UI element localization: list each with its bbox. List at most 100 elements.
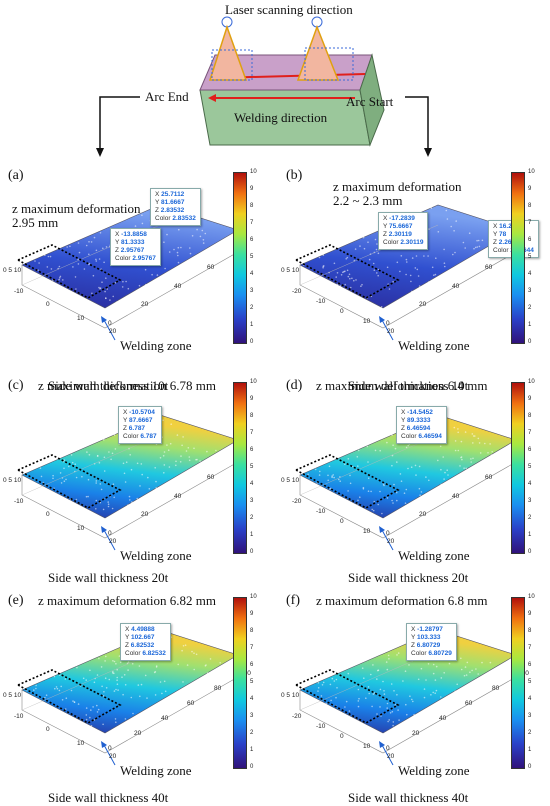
colorbar-tick-label: 1 (250, 532, 254, 538)
deformation-annotation: z maximum deformation 2.2 ~ 2.3 mm (333, 179, 462, 208)
data-tip-key: X (123, 409, 130, 416)
data-tip-key: Z (411, 642, 417, 649)
data-tip-row: Color 2.83532 (155, 215, 196, 223)
x-tick-label: 10 (363, 743, 371, 750)
data-tip-key: Color (411, 650, 429, 657)
y-tick-label: 40 (161, 715, 169, 722)
data-tip: X -13.8858 Y 81.3333 Z 2.95767 Color 2.9576… (110, 228, 161, 266)
colorbar-tick-label: 2 (528, 515, 532, 521)
colorbar-tick-label: 4 (250, 271, 254, 277)
data-tip-value: 6.46594 (418, 433, 442, 440)
z-axis-ticks: 0 5 10 (281, 267, 300, 274)
data-tip-value: 2.95767 (120, 247, 145, 254)
colorbar-tick-label: 7 (250, 645, 254, 651)
colorbar-tick-label: 5 (528, 464, 532, 470)
panel-letter: (f) (286, 593, 300, 608)
colorbar-tick-label: 9 (528, 396, 532, 402)
arc-end-label: Arc End (145, 89, 189, 104)
y-tick-label: 40 (452, 493, 460, 500)
panel-caption: Side wall thickness 20t (348, 570, 469, 585)
y-tick-label: 60 (187, 700, 195, 707)
welding-zone-box (294, 669, 400, 724)
y-tick-label: 60 (465, 700, 473, 707)
x-tick-label: 20 (109, 538, 117, 545)
colorbar-tick-label: 10 (250, 169, 257, 175)
colorbar-tick-label: 8 (250, 413, 254, 419)
x-tick-label: 10 (77, 315, 85, 322)
x-tick-label: -10 (316, 723, 326, 730)
data-tip: X -1.28797 Y 103.333 Z 6.80729 Color 6.8072… (406, 623, 457, 661)
data-tip-value: 103.333 (417, 634, 441, 641)
panel-f: (f)0 5 10-20-1001020020406080100z maximu… (278, 585, 550, 805)
data-tip-row: Y 103.333 (411, 634, 452, 642)
colorbar-tick-label: 3 (250, 713, 254, 719)
colorbar-tick-label: 4 (250, 696, 254, 702)
data-tip-key: Z (123, 425, 129, 432)
colorbar-tick-label: 3 (528, 288, 532, 294)
panel-letter: (e) (8, 593, 24, 608)
data-tip-key: X (383, 215, 390, 222)
welding-zone-label: Welding zone (120, 338, 192, 353)
colorbar-tick-label: 9 (528, 186, 532, 192)
welding-zone-box (16, 454, 122, 509)
data-tip-row: Color 6.46594 (401, 433, 442, 441)
data-tip-key: Y (125, 634, 132, 641)
panel-letter: (a) (8, 168, 24, 183)
colorbar-tick-label: 8 (528, 203, 532, 209)
colorbar-tick-label: 5 (528, 254, 532, 260)
data-tip-key: Color (123, 433, 141, 440)
x-tick-label: 0 (340, 733, 344, 740)
colorbar-tick-label: 10 (250, 594, 257, 600)
y-tick-label: 40 (452, 283, 460, 290)
colorbar-tick-label: 4 (250, 481, 254, 487)
data-tip-key: Color (125, 650, 143, 657)
colorbar-tick-label: 7 (250, 430, 254, 436)
x-tick-label: 10 (77, 525, 85, 532)
x-tick-label: 0 (46, 301, 50, 308)
y-tick-label: 80 (492, 685, 500, 692)
data-tip-key: Z (125, 642, 131, 649)
x-tick-label: 0 (340, 518, 344, 525)
z-axis-ticks: 0 5 10 (3, 267, 22, 274)
data-tip-value: 2.95767 (132, 255, 156, 262)
data-tip-row: Color 6.787 (123, 433, 157, 441)
colorbar-tick-label: 1 (250, 322, 254, 328)
data-tip-key: Y (123, 417, 130, 424)
colorbar-tick-label: 1 (250, 747, 254, 753)
welding-zone-box (294, 454, 400, 509)
data-tip-row: Y 87.6667 (123, 417, 157, 425)
x-tick-label: 20 (109, 328, 117, 335)
data-tip-value: -13.8858 (121, 231, 147, 238)
x-tick-label: -10 (316, 508, 326, 515)
colorbar-tick-label: 6 (528, 237, 532, 243)
data-tip-row: Color 6.80729 (411, 650, 452, 658)
colorbar-tick-label: 9 (250, 396, 254, 402)
data-tip-value: 81.3333 (121, 239, 145, 246)
data-tip-key: X (411, 626, 418, 633)
y-tick-label: 60 (207, 474, 215, 481)
x-tick-label: 0 (46, 511, 50, 518)
z-axis-ticks: 0 5 10 (3, 692, 22, 699)
colorbar-tick-label: 10 (250, 379, 257, 385)
x-tick-label: -20 (292, 713, 302, 720)
deformation-annotation: z maximum deformation 6.8 mm (316, 593, 488, 608)
y-tick-label: 0 (108, 745, 112, 752)
data-tip-value: 25.7112 (161, 191, 185, 198)
data-tip-value: 78 (499, 231, 507, 238)
y-tick-label: 60 (485, 474, 493, 481)
colorbar-tick-label: 9 (250, 611, 254, 617)
data-tip-row: Z 6.82532 (125, 642, 166, 650)
data-tip-value: 2.83532 (172, 215, 196, 222)
y-tick-label: 20 (141, 511, 149, 518)
data-tip-value: 16.2902 (499, 223, 523, 230)
schematic-drawing (96, 16, 432, 157)
colorbar-tick-label: 6 (528, 447, 532, 453)
data-tip-value: 2.30119 (400, 239, 424, 246)
colorbar-tick-label: 6 (528, 662, 532, 668)
y-tick-label: 20 (134, 730, 142, 737)
data-tip-row: Z 6.46594 (401, 425, 442, 433)
welding-zone-label: Welding zone (120, 763, 192, 778)
data-tip-key: X (125, 626, 132, 633)
colorbar-tick-label: 7 (250, 220, 254, 226)
data-tip-value: 6.787 (128, 425, 146, 432)
